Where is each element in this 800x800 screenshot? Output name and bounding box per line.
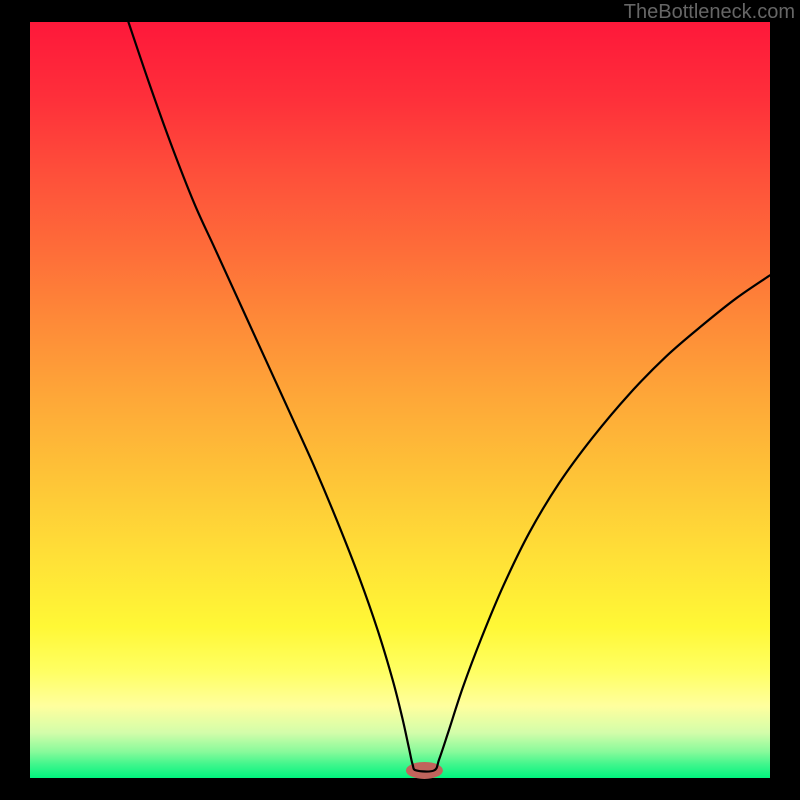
chart-container: TheBottleneck.com: [0, 0, 800, 800]
bottleneck-chart: TheBottleneck.com: [0, 0, 800, 800]
plot-background: [30, 22, 770, 778]
watermark-text: TheBottleneck.com: [624, 1, 795, 23]
